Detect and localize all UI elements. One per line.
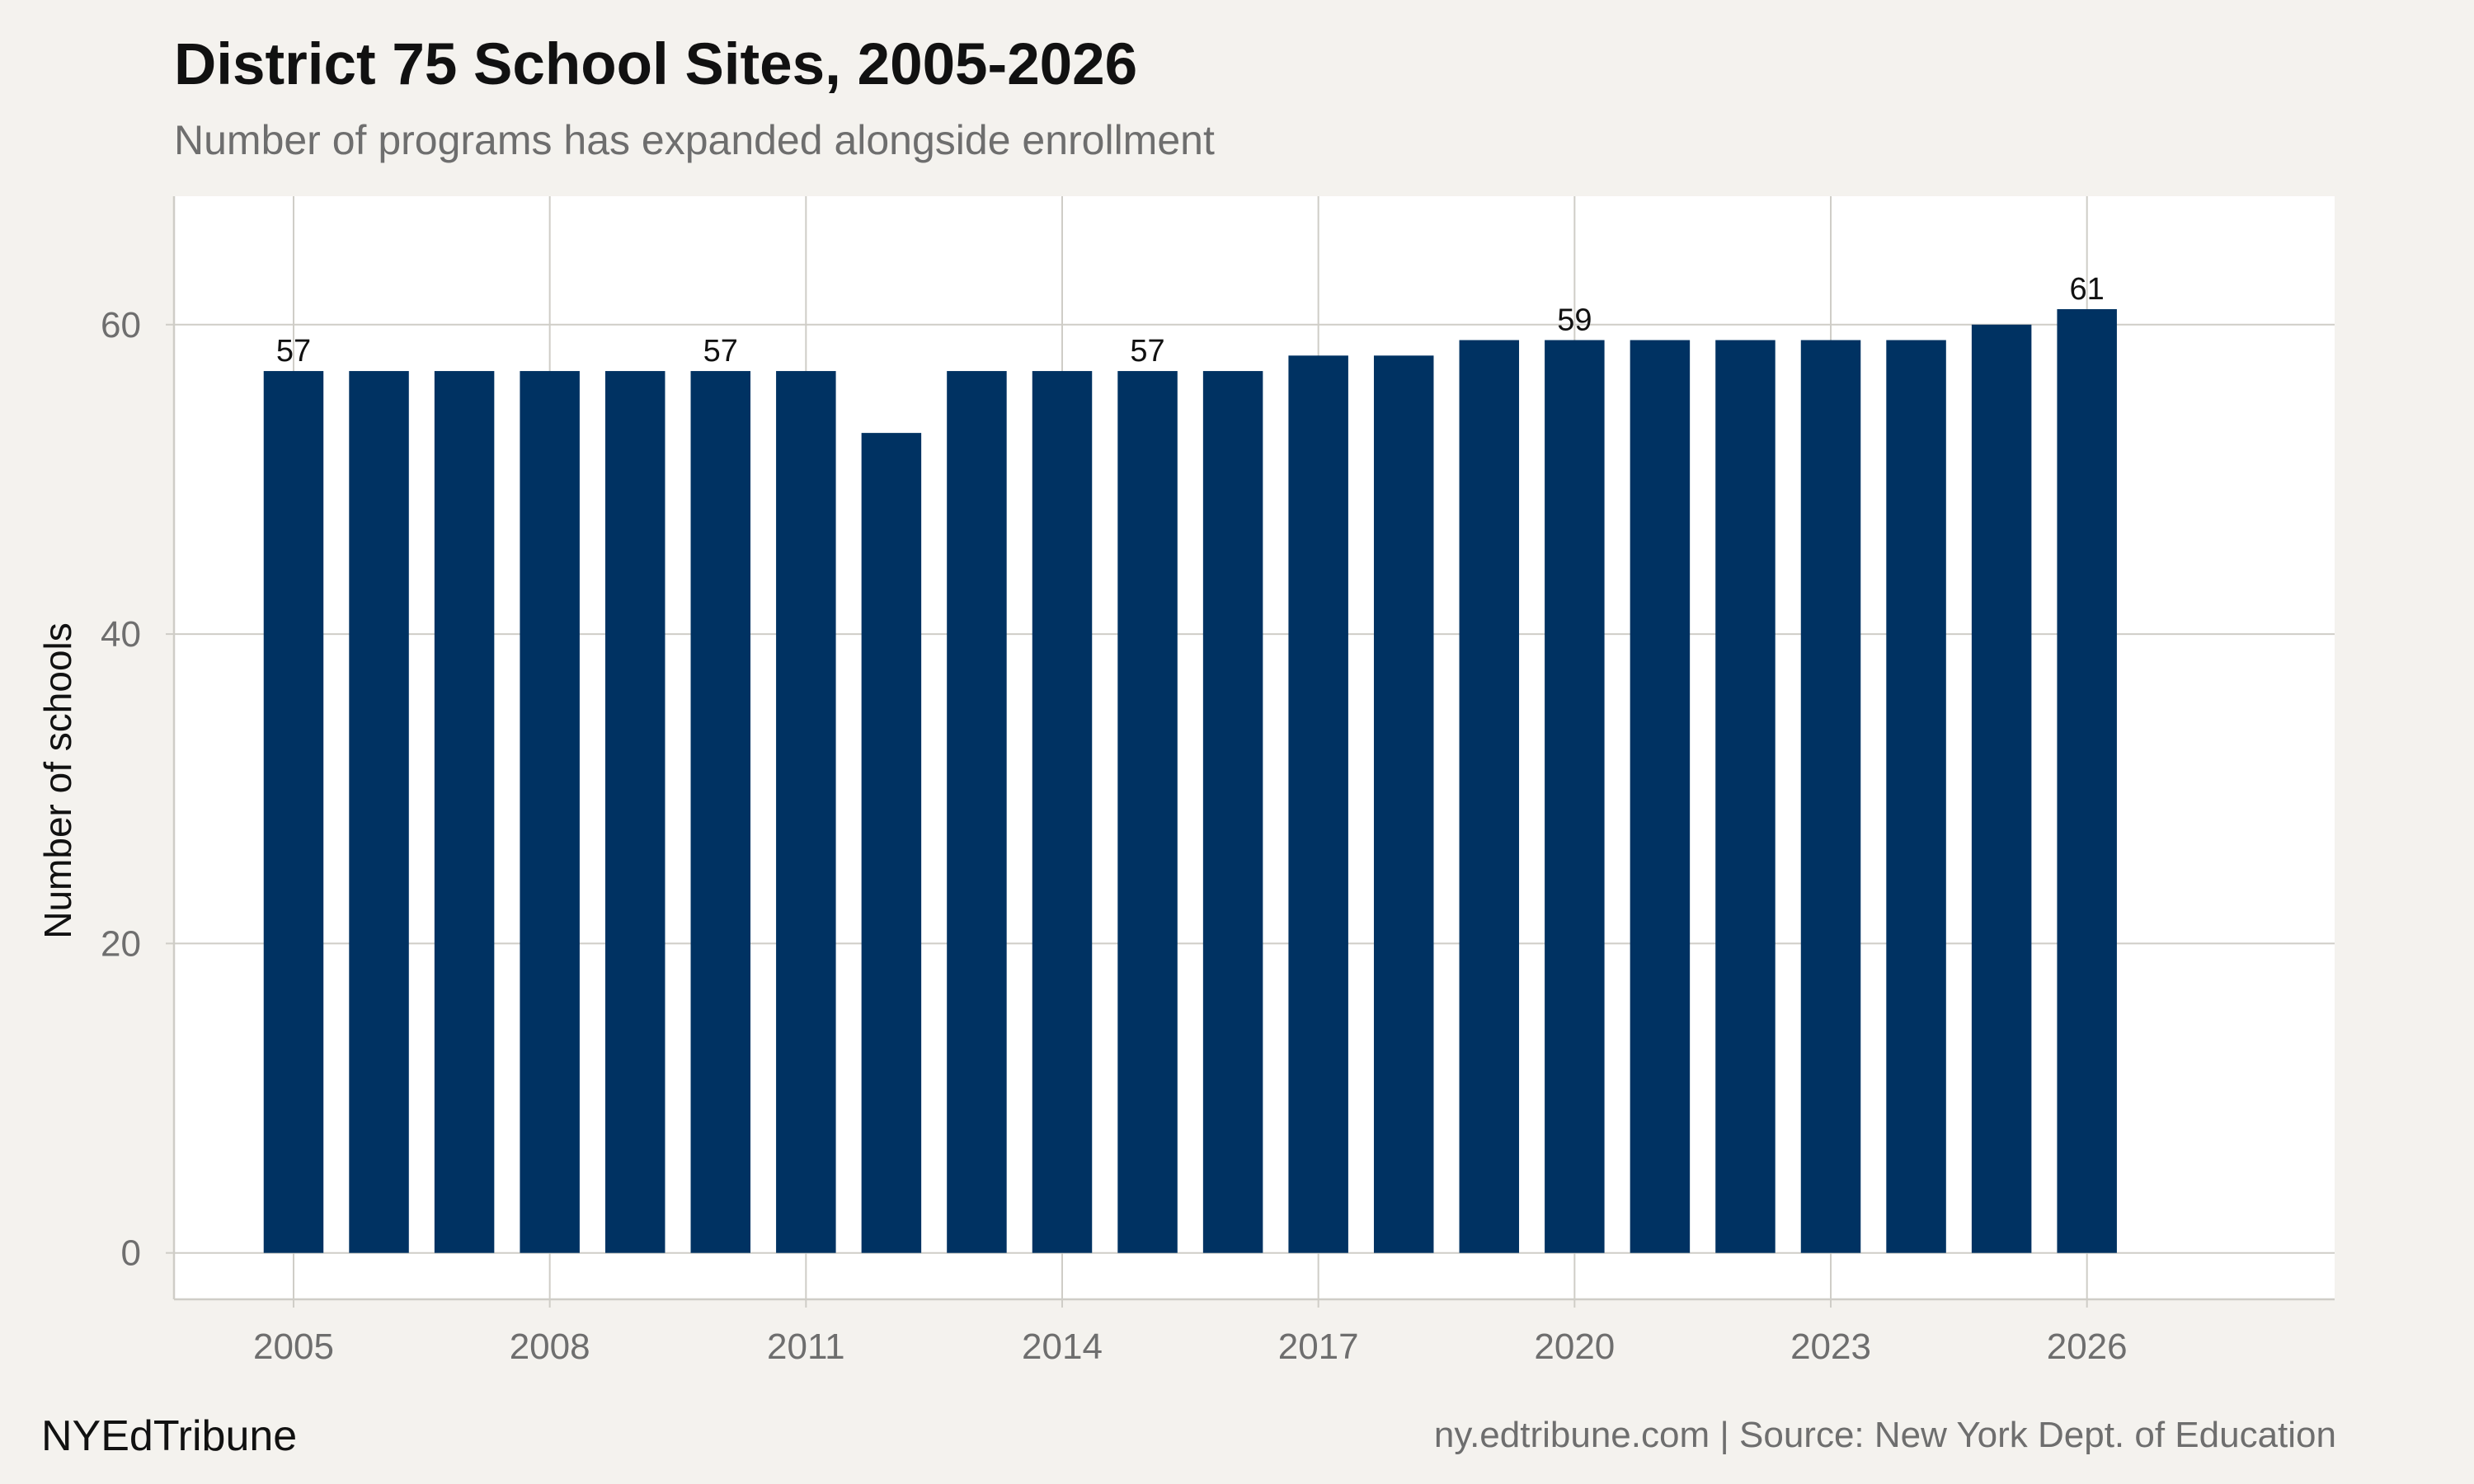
source-credit: ny.edtribune.com | Source: New York Dept…: [1433, 1415, 2336, 1455]
brand-name: NYEdTribune: [41, 1412, 298, 1460]
bar-2016: [1202, 371, 1263, 1253]
bar-2006: [349, 371, 409, 1253]
x-tick-labels: 2005 2008 2011 2014 2017 2020 2023 2026: [253, 1299, 2128, 1367]
x-tick-label: 2017: [1278, 1327, 1359, 1367]
data-label-2015: 57: [1130, 334, 1164, 369]
data-label-2020: 59: [1557, 303, 1592, 338]
chart-title: District 75 School Sites, 2005-2026: [174, 32, 1138, 97]
bar-2025: [1971, 324, 2032, 1253]
bars: [263, 308, 2117, 1253]
bar-2007: [434, 371, 495, 1253]
x-tick-label: 2020: [1534, 1327, 1615, 1367]
y-tick-label: 40: [101, 614, 141, 655]
bar-2018: [1373, 355, 1434, 1253]
bar-2026: [2057, 308, 2117, 1253]
y-tick-labels: 0 20 40 60: [101, 305, 174, 1274]
bar-2005: [263, 371, 324, 1253]
bar-2011: [776, 371, 836, 1253]
x-tick-label: 2026: [2047, 1327, 2128, 1367]
bar-2013: [947, 371, 1007, 1253]
y-tick-label: 20: [101, 923, 141, 964]
bar-2009: [604, 371, 666, 1253]
y-axis-label: Number of schools: [36, 622, 79, 939]
bar-2020: [1545, 340, 1605, 1253]
bar-2021: [1630, 340, 1691, 1253]
data-label-2026: 61: [2070, 272, 2105, 307]
data-labels: 57 57 57 59 61: [276, 272, 2105, 369]
chart-subtitle: Number of programs has expanded alongsid…: [174, 117, 1215, 163]
bar-2019: [1459, 340, 1520, 1253]
bar-2024: [1886, 340, 1946, 1253]
bar-2017: [1288, 355, 1348, 1253]
bar-2010: [690, 371, 751, 1253]
x-tick-label: 2008: [510, 1327, 590, 1367]
y-tick-label: 0: [121, 1233, 141, 1274]
bar-2012: [861, 433, 922, 1253]
bar-2015: [1117, 371, 1178, 1253]
bar-2008: [520, 371, 580, 1253]
y-tick-label: 60: [101, 305, 141, 345]
x-tick-label: 2011: [767, 1327, 845, 1367]
bar-2014: [1032, 371, 1093, 1253]
x-tick-label: 2023: [1790, 1327, 1871, 1367]
axes: [172, 196, 2335, 1301]
data-label-2010: 57: [703, 334, 738, 369]
bar-2023: [1800, 340, 1861, 1253]
bar-2022: [1715, 340, 1776, 1253]
x-tick-label: 2014: [1022, 1327, 1103, 1367]
data-label-2005: 57: [276, 334, 311, 369]
x-tick-label: 2005: [253, 1327, 334, 1367]
